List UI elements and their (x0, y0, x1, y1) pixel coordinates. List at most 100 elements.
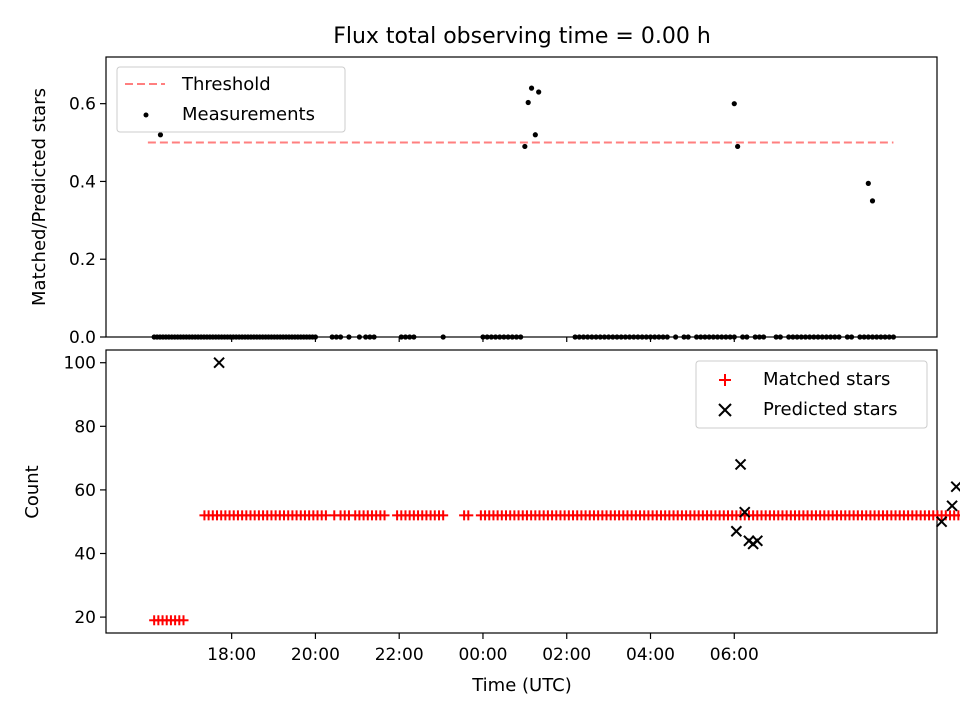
measurement-point (528, 85, 535, 91)
measurement-point (572, 334, 578, 340)
measurement-point (790, 334, 796, 340)
measurement-point (589, 334, 595, 340)
top-legend-box (116, 66, 346, 133)
measurement-point (673, 334, 679, 340)
measurement-point (882, 334, 888, 340)
measurement-point (488, 334, 494, 340)
matched-legend-label: Matched stars (763, 369, 890, 390)
measurement-point (626, 334, 633, 340)
matched-point (379, 510, 390, 521)
top-y-tick-label: 0.0 (69, 328, 96, 348)
measurement-point (681, 334, 687, 340)
measurement-point (685, 334, 691, 340)
bottom-y-axis-label: Count (22, 465, 43, 518)
matched-point (957, 514, 960, 517)
matched-point (320, 510, 331, 521)
measurement-point (807, 334, 813, 340)
measurement-point (832, 334, 838, 340)
matched-point (463, 510, 474, 521)
measurement-point (819, 334, 825, 340)
measurement-point (865, 334, 871, 340)
measurement-point (522, 143, 528, 150)
measurement-point (501, 334, 507, 340)
measurement-legend-label: Measurements (182, 104, 315, 125)
measurement-point (773, 334, 779, 340)
bottom-ticks: 20 40 60 80 100 18:00 20:00 22:00 00:00 02:00 04:0… (64, 354, 759, 665)
bottom-y-tick-label: 60 (74, 481, 96, 501)
measurement-point (874, 334, 880, 340)
predicted-point (734, 458, 747, 471)
measurement-point (371, 334, 377, 340)
measurement-point (356, 334, 363, 340)
measurement-point (861, 334, 867, 340)
measurement-point (731, 101, 737, 107)
measurement-point (786, 334, 792, 340)
measurement-point (886, 334, 892, 340)
bottom-y-tick-label: 100 (64, 354, 96, 374)
measurement-point (836, 334, 842, 340)
measurement-point (635, 334, 641, 340)
bottom-x-tick-label: 00:00 (458, 645, 507, 665)
x-axis-label: Time (UTC) (471, 675, 572, 696)
measurement-point (823, 334, 830, 340)
measurement-point (664, 334, 670, 340)
bottom-y-tick-label: 20 (74, 608, 96, 628)
measurement-point (727, 334, 733, 340)
measurement-point (869, 198, 876, 204)
predicted-point (730, 525, 743, 537)
top-legend: Threshold Measurements (116, 66, 346, 133)
bottom-x-tick-label: 04:00 (626, 645, 675, 665)
top-y-tick-label: 0.6 (69, 95, 96, 115)
measurement-point (367, 334, 373, 340)
measurement-point (631, 334, 637, 340)
bottom-x-tick-label: 18:00 (207, 645, 256, 665)
measurement-point (802, 334, 809, 340)
measurement-point (402, 334, 409, 340)
top-series (147, 85, 897, 340)
measurement-point (407, 334, 413, 340)
measurement-point (756, 334, 763, 340)
measurement-point (513, 334, 520, 340)
measurement-point (346, 334, 352, 340)
predicted-point (946, 500, 958, 512)
bottom-legend: Matched stars Predicted stars (695, 360, 928, 429)
measurement-point (869, 334, 876, 340)
measurement-point (865, 180, 871, 186)
measurement-point (828, 334, 834, 340)
measurement-point (610, 334, 616, 340)
top-y-tick-label: 0.4 (69, 172, 96, 192)
predicted-point (751, 535, 764, 547)
measurement-point (576, 334, 582, 340)
measurement-point (492, 334, 499, 340)
measurement-point (622, 334, 628, 340)
bottom-y-tick-label: 40 (74, 545, 96, 565)
measurement-point (497, 334, 503, 340)
measurement-point (639, 334, 645, 340)
bottom-x-tick-label: 06:00 (710, 645, 759, 665)
bottom-plot-frame (105, 349, 938, 634)
measurement-point (398, 334, 404, 340)
matched-point (438, 510, 449, 521)
top-y-ticks: 0.0 0.2 0.4 0.6 (69, 95, 735, 348)
measurement-point (878, 334, 884, 340)
measurement-point (698, 334, 704, 340)
measurement-point (440, 334, 446, 340)
top-y-axis-label: Matched/Predicted stars (29, 88, 50, 306)
top-y-tick-label: 0.2 (69, 250, 96, 270)
measurement-point (815, 334, 821, 340)
measurement-point (593, 334, 599, 340)
top-plot: 0.0 0.2 0.4 0.6 Matched/Predicted stars Thr… (29, 56, 938, 348)
measurement-point (337, 334, 344, 340)
measurement-point (312, 334, 319, 340)
measurement-point (744, 334, 750, 340)
measurement-point (844, 334, 850, 340)
measurement-point (643, 334, 649, 340)
measurement-point (706, 334, 712, 340)
predicted-point (213, 357, 225, 369)
measurement-point (740, 334, 746, 340)
measurement-point (333, 334, 339, 340)
measurement-point (794, 334, 800, 340)
measurement-point (601, 334, 608, 340)
measurement-point (525, 99, 531, 106)
